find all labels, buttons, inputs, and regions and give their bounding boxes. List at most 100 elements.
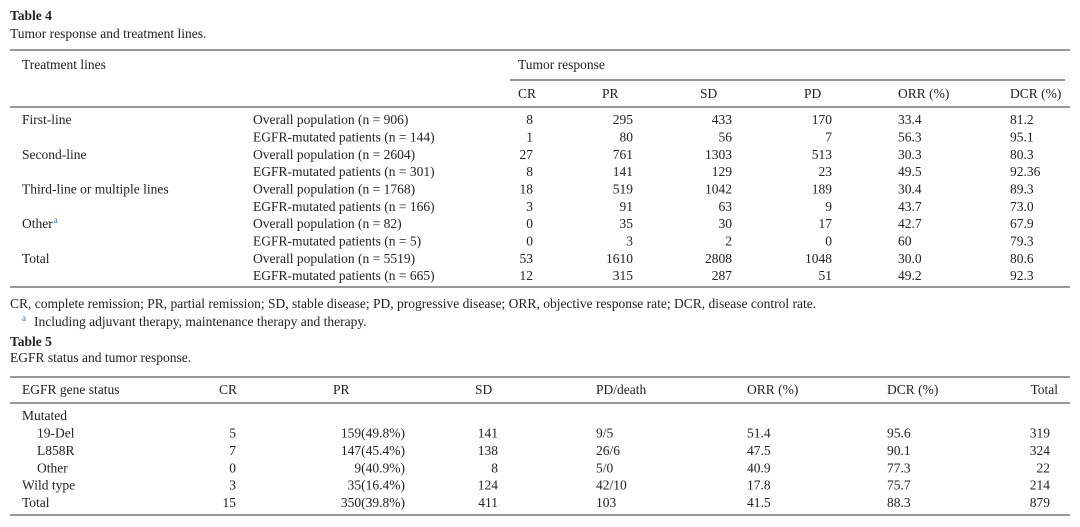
cell: 51.4 xyxy=(747,425,771,440)
cell: 23 xyxy=(819,164,833,179)
footnote: a Including adjuvant therapy, maintenance… xyxy=(22,313,367,329)
footnote: Including adjuvant therapy, maintenance … xyxy=(34,314,367,329)
cell: 47.5 xyxy=(747,443,771,458)
cell: 519 xyxy=(613,181,634,196)
cell: 9/5 xyxy=(596,425,614,440)
row-sublabel: Overall population (n = 82) xyxy=(253,216,402,231)
cell: 319 xyxy=(1030,425,1051,440)
column-header: Total xyxy=(1030,382,1058,397)
cell: 170 xyxy=(812,112,833,127)
cell: 3 xyxy=(229,478,236,493)
column-header: PD xyxy=(804,86,822,101)
row-sublabel: Overall population (n = 1768) xyxy=(253,181,415,196)
column-header: Treatment lines xyxy=(22,57,106,72)
cell: 77.3 xyxy=(887,460,911,475)
column-header: DCR (%) xyxy=(1010,86,1061,101)
cell: 2808 xyxy=(705,251,732,266)
cell: 5 xyxy=(229,425,236,440)
cell: 91 xyxy=(620,199,634,214)
row-sublabel: Overall population (n = 906) xyxy=(253,112,408,127)
row-sublabel: EGFR-mutated patients (n = 301) xyxy=(253,164,435,179)
row-label: Total xyxy=(22,251,50,266)
cell: 1610 xyxy=(606,251,633,266)
row-label: Mutated xyxy=(22,408,67,423)
row-label: Second-line xyxy=(22,147,86,162)
cell: 73.0 xyxy=(1010,199,1034,214)
cell: 2 xyxy=(725,234,732,249)
column-header: PR xyxy=(333,382,350,397)
cell: 9 xyxy=(825,199,832,214)
table-label: Table 4 xyxy=(10,8,52,23)
cell: 80.6 xyxy=(1010,251,1034,266)
cell: 43.7 xyxy=(898,199,922,214)
cell: 8 xyxy=(491,460,498,475)
cell: 214 xyxy=(1030,478,1051,493)
cell: 0 xyxy=(526,234,533,249)
table-4: Table 4 Tumor response and treatment line… xyxy=(10,8,1070,329)
cell: 141 xyxy=(613,164,633,179)
cell: 287 xyxy=(712,268,733,283)
row-label: L858R xyxy=(37,443,75,458)
cell: 761 xyxy=(613,147,633,162)
cell: 159(49.8%) xyxy=(341,425,405,440)
cell: 129 xyxy=(712,164,733,179)
row-label: Total xyxy=(22,495,50,510)
table-caption: Tumor response and treatment lines. xyxy=(10,26,206,41)
cell: 8 xyxy=(526,112,533,127)
row-sublabel: EGFR-mutated patients (n = 144) xyxy=(253,129,435,144)
cell: 35(16.4%) xyxy=(348,478,405,493)
cell: 49.2 xyxy=(898,268,922,283)
cell: 30.3 xyxy=(898,147,922,162)
cell: 49.5 xyxy=(898,164,922,179)
column-header: CR xyxy=(518,86,536,101)
cell: 79.3 xyxy=(1010,234,1034,249)
cell: 324 xyxy=(1030,443,1051,458)
cell: 141 xyxy=(478,425,498,440)
column-header: CR xyxy=(219,382,237,397)
row-sublabel: EGFR-mutated patients (n = 166) xyxy=(253,199,435,214)
cell: 1048 xyxy=(805,251,832,266)
row-label: 19-Del xyxy=(37,425,75,440)
cell: 81.2 xyxy=(1010,112,1034,127)
cell: 7 xyxy=(229,443,236,458)
cell: 9(40.9%) xyxy=(354,460,405,475)
cell: 3 xyxy=(626,234,633,249)
cell: 433 xyxy=(712,112,733,127)
column-header: PD/death xyxy=(596,382,646,397)
cell: 0 xyxy=(825,234,832,249)
cell: 95.6 xyxy=(887,425,911,440)
column-header: SD xyxy=(475,382,493,397)
column-header: ORR (%) xyxy=(747,382,798,397)
cell: 80 xyxy=(620,129,634,144)
cell: 42.7 xyxy=(898,216,922,231)
cell: 5/0 xyxy=(596,460,614,475)
cell: 80.3 xyxy=(1010,147,1034,162)
cell: 3 xyxy=(526,199,533,214)
column-header: EGFR gene status xyxy=(22,382,120,397)
cell: 103 xyxy=(596,495,617,510)
row-label: Third-line or multiple lines xyxy=(22,181,169,196)
row-sublabel: Overall population (n = 5519) xyxy=(253,251,415,266)
cell: 35 xyxy=(620,216,634,231)
column-header: PR xyxy=(602,86,619,101)
cell: 51 xyxy=(819,268,833,283)
cell: 513 xyxy=(812,147,833,162)
footnote-mark: a xyxy=(54,215,58,225)
cell: 67.9 xyxy=(1010,216,1034,231)
cell: 0 xyxy=(229,460,236,475)
cell: 7 xyxy=(825,129,832,144)
cell: 15 xyxy=(223,495,237,510)
column-header: SD xyxy=(700,86,718,101)
cell: 92.3 xyxy=(1010,268,1034,283)
row-label: Other xyxy=(22,216,53,231)
cell: 315 xyxy=(613,268,634,283)
cell: 879 xyxy=(1030,495,1051,510)
column-header: ORR (%) xyxy=(898,86,949,101)
cell: 1042 xyxy=(705,181,732,196)
cell: 30.4 xyxy=(898,181,922,196)
cell: 138 xyxy=(478,443,499,458)
cell: 1 xyxy=(526,129,533,144)
cell: 27 xyxy=(520,147,534,162)
row-label: First-line xyxy=(22,112,72,127)
cell: 42/10 xyxy=(596,478,627,493)
